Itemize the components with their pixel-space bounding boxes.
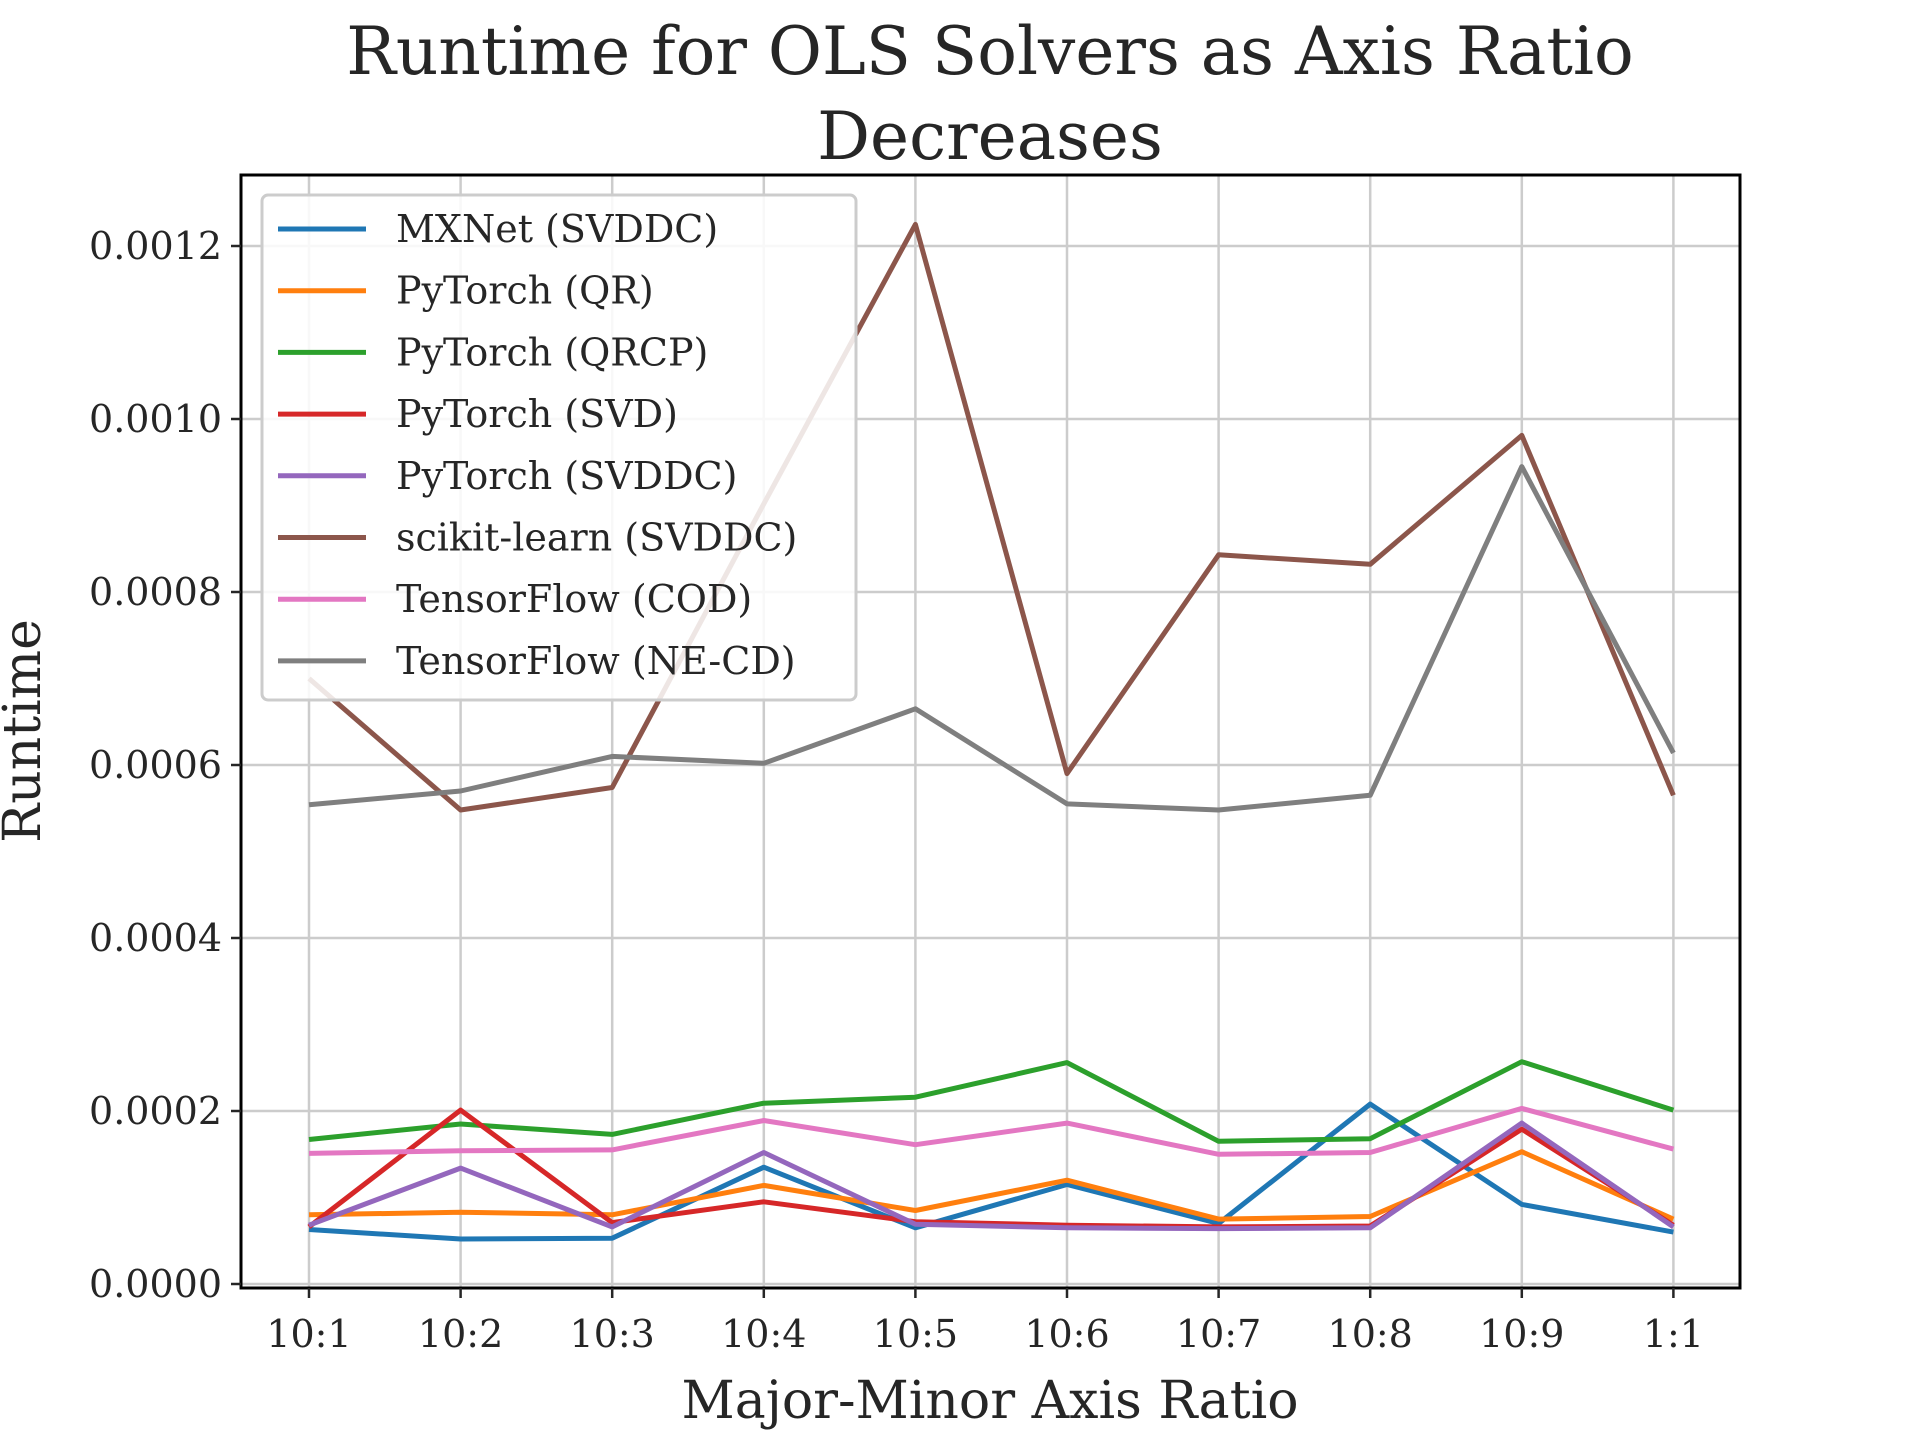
series-line <box>308 1101 1674 1242</box>
legend-box <box>260 193 858 702</box>
x-tick-label: 10:5 <box>873 1312 958 1356</box>
legend: MXNet (SVDDC) PyTorch (QR) PyTorch (QRCP) P… <box>260 193 858 702</box>
legend-label: TensorFlow (NE-CD) <box>396 639 796 683</box>
legend-label: PyTorch (SVDDC) <box>396 454 737 498</box>
y-tick-label: 0.0004 <box>89 916 222 960</box>
y-tick-label: 0.0012 <box>89 224 222 268</box>
series-line <box>308 1059 1675 1144</box>
series-line <box>308 1120 1675 1232</box>
y-tick-label: 0.0002 <box>89 1089 222 1133</box>
legend-label: PyTorch (QRCP) <box>396 330 708 374</box>
x-tick-label: 1:1 <box>1643 1312 1704 1356</box>
y-axis-label: Runtime <box>0 619 53 843</box>
x-tick-label: 10:8 <box>1328 1312 1413 1356</box>
series-line <box>308 1149 1675 1222</box>
legend-label: TensorFlow (COD) <box>396 577 752 621</box>
series-lines <box>307 221 1676 1242</box>
x-axis-label: Major-Minor Axis Ratio <box>681 1371 1298 1431</box>
x-tick-label: 10:6 <box>1024 1312 1109 1356</box>
series-line <box>307 221 1676 813</box>
y-tick-label: 0.0000 <box>89 1262 222 1306</box>
axis-ticks: 10:1 10:2 10:3 10:4 10:5 10:6 10:7 10:8 10:9 1:1 0… <box>89 224 1704 1356</box>
y-tick-label: 0.0010 <box>89 397 222 441</box>
series-line <box>308 1105 1675 1157</box>
x-tick-label: 10:3 <box>570 1312 655 1356</box>
legend-items: MXNet (SVDDC) PyTorch (QR) PyTorch (QRCP) P… <box>278 207 797 683</box>
x-tick-label: 10:9 <box>1479 1312 1564 1356</box>
x-tick-label: 10:4 <box>721 1312 806 1356</box>
grid-lines <box>241 175 1740 1288</box>
legend-label: MXNet (SVDDC) <box>396 207 718 251</box>
y-tick-label: 0.0006 <box>89 743 222 787</box>
legend-label: scikit-learn (SVDDC) <box>396 516 797 560</box>
chart-title-line2: Decreases <box>817 98 1163 175</box>
legend-label: PyTorch (SVD) <box>396 392 678 436</box>
plot-frame <box>239 173 1742 1290</box>
x-tick-label: 10:1 <box>266 1312 351 1356</box>
series-line <box>308 464 1676 813</box>
legend-label: PyTorch (QR) <box>396 269 654 313</box>
x-tick-label: 10:7 <box>1176 1312 1261 1356</box>
chart-title-line1: Runtime for OLS Solvers as Axis Ratio <box>346 13 1634 90</box>
y-tick-label: 0.0008 <box>89 570 222 614</box>
x-tick-label: 10:2 <box>418 1312 503 1356</box>
